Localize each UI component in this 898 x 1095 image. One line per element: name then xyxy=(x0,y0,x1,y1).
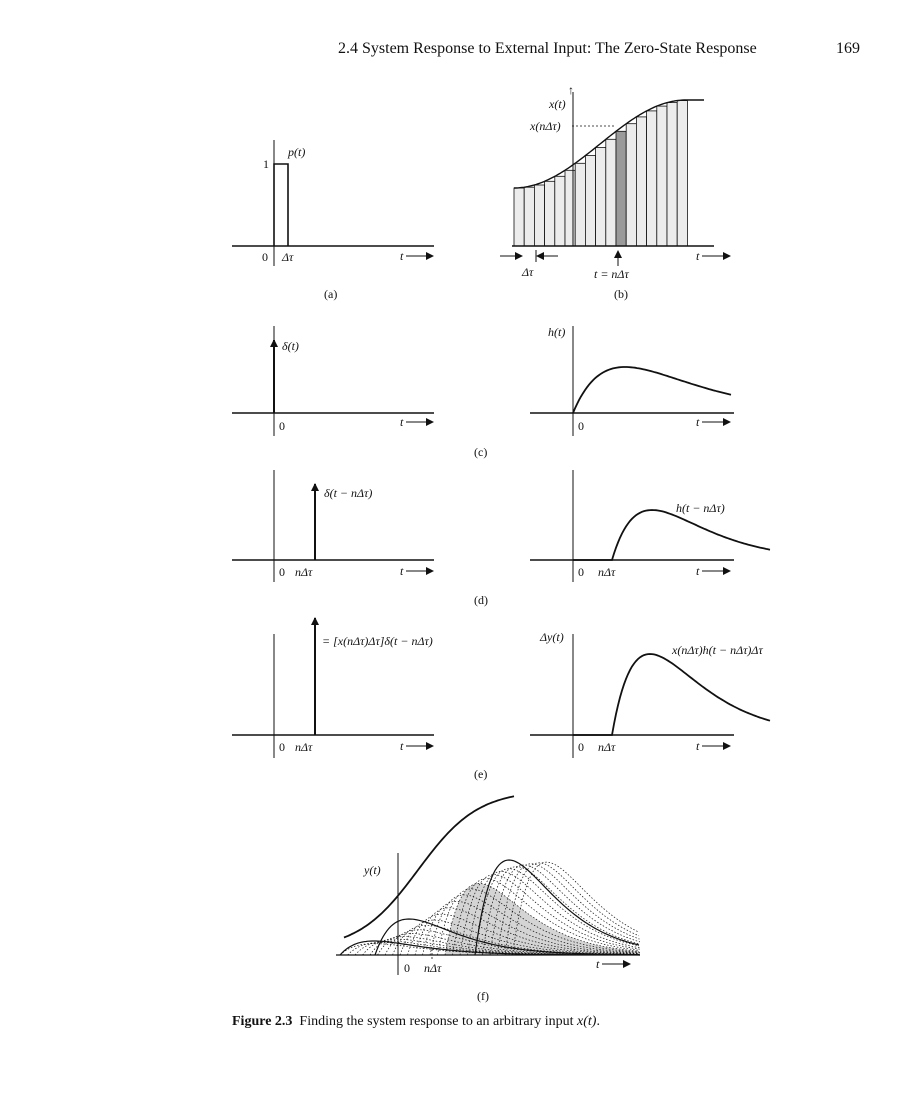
panel-b: ↑ x(t) x(nΔτ) Δτ t = nΔτ t (b) xyxy=(500,83,731,301)
panel-c-left-t-label: t xyxy=(400,415,404,429)
panel-f-dotted-component xyxy=(407,913,640,956)
panel-e: = [x(nΔτ)Δτ]δ(t − nΔτ) 0 nΔτ t Δy(t) x(n… xyxy=(232,617,771,781)
panel-d-impulse-label: δ(t − nΔτ) xyxy=(324,486,372,500)
panel-c: δ(t) 0 t h(t) 0 t (c) xyxy=(232,325,734,459)
panel-e-response-axis-label: Δy(t) xyxy=(539,630,564,644)
panel-f-t-label: t xyxy=(596,957,600,971)
panel-b-signal-arrow: ↑ xyxy=(568,83,574,97)
panel-a-pulse xyxy=(273,163,289,246)
panel-d-shift-left: nΔτ xyxy=(295,565,313,579)
panel-d-origin-right: 0 xyxy=(578,565,584,579)
panel-e-impulse-label: = [x(nΔτ)Δτ]δ(t − nΔτ) xyxy=(322,634,433,648)
panel-f-dotted-component xyxy=(369,936,640,956)
panel-d-origin-left: 0 xyxy=(279,565,285,579)
panel-b-signal-label: x(t) xyxy=(548,97,566,111)
panel-e-response-label: x(nΔτ)h(t − nΔτ)Δτ xyxy=(671,643,763,657)
panel-a-width-label: Δτ xyxy=(281,250,294,264)
panel-f-component-solid-3 xyxy=(474,859,640,956)
panel-b-bar xyxy=(523,186,535,247)
panel-f-dotted-component xyxy=(467,870,640,956)
panel-b-bar xyxy=(636,116,648,247)
panel-a: p(t) 1 0 Δτ t (a) xyxy=(232,140,434,301)
panel-b-t-label: t xyxy=(696,249,700,263)
panel-c-impulse-label: δ(t) xyxy=(282,339,299,353)
panel-d-right-t-label: t xyxy=(696,564,700,578)
panel-e-left-t-label: t xyxy=(400,739,404,753)
panel-b-time-label: t = nΔτ xyxy=(594,267,629,281)
panel-b-label: (b) xyxy=(614,287,628,301)
panel-b-bar xyxy=(554,175,566,247)
panel-f-output-label: y(t) xyxy=(363,863,381,877)
caption-suffix: . xyxy=(596,1014,600,1029)
panel-f-y-curve xyxy=(343,795,515,939)
panel-b-sample-label: x(nΔτ) xyxy=(529,119,561,133)
panel-f-shift-label: nΔτ xyxy=(424,961,442,975)
panel-b-width-label: Δτ xyxy=(521,265,534,279)
panel-b-bar xyxy=(666,102,678,247)
panel-f-label: (f) xyxy=(477,989,489,1003)
panel-c-response-label: h(t) xyxy=(548,325,565,339)
panel-e-shift-left: nΔτ xyxy=(295,740,313,754)
panel-c-right-t-label: t xyxy=(696,415,700,429)
panel-a-pulse-label: p(t) xyxy=(287,145,305,159)
panel-b-bar xyxy=(513,187,525,247)
panel-b-highlight-bar xyxy=(615,130,627,247)
caption-text: Finding the system response to an arbitr… xyxy=(299,1014,578,1029)
panel-d: δ(t − nΔτ) 0 nΔτ t h(t − nΔτ) 0 nΔτ t (d… xyxy=(232,470,771,607)
panel-a-height-label: 1 xyxy=(263,157,269,171)
panel-e-origin-right: 0 xyxy=(578,740,584,754)
running-header: 2.4 System Response to External Input: T… xyxy=(0,40,898,62)
panel-c-label: (c) xyxy=(474,445,487,459)
section-title: 2.4 System Response to External Input: T… xyxy=(338,40,757,57)
panel-e-right-t-label: t xyxy=(696,739,700,753)
panel-c-origin-right: 0 xyxy=(578,419,584,433)
panel-f-dotted-component xyxy=(399,919,640,956)
panel-b-bar xyxy=(646,110,658,247)
panel-b-bar xyxy=(595,147,607,247)
panel-f-dotted-component xyxy=(489,864,640,956)
panel-f-shaded-region xyxy=(445,883,640,955)
panel-f-dotted-component xyxy=(444,883,640,956)
panel-f-dotted-component xyxy=(474,868,640,956)
panel-d-left-t-label: t xyxy=(400,564,404,578)
panel-f: y(t) 0 nΔτ t (f) xyxy=(336,795,640,1003)
panel-a-t-label: t xyxy=(400,249,404,263)
panel-f-dotted-component xyxy=(437,888,640,956)
panel-e-delta-y-curve xyxy=(573,653,771,736)
panel-f-dotted-component xyxy=(452,878,639,956)
panel-b-bar xyxy=(656,105,668,247)
page-number: 169 xyxy=(836,40,860,57)
panel-e-origin-left: 0 xyxy=(279,740,285,754)
panel-b-bar xyxy=(564,169,576,247)
panel-b-bar xyxy=(544,180,556,247)
panel-b-bar xyxy=(676,100,688,247)
panel-f-dotted-component xyxy=(497,863,640,956)
panel-e-label: (e) xyxy=(474,767,487,781)
panel-d-label: (d) xyxy=(474,593,488,607)
panel-f-dotted-component xyxy=(482,866,639,956)
panel-b-bar xyxy=(574,162,586,247)
panel-f-dotted-component xyxy=(422,900,639,956)
panel-b-x-curve xyxy=(514,99,704,189)
panel-a-label: (a) xyxy=(324,287,337,301)
panel-e-shift-right: nΔτ xyxy=(598,740,616,754)
panel-f-component-solid-2 xyxy=(374,918,639,956)
panel-b-bar xyxy=(625,123,637,247)
figure-caption: Figure 2.3 Finding the system response t… xyxy=(232,1014,600,1030)
panel-d-response-label: h(t − nΔτ) xyxy=(676,501,725,515)
panel-f-origin-label: 0 xyxy=(404,961,410,975)
panel-a-origin-label: 0 xyxy=(262,250,268,264)
panel-c-origin-left: 0 xyxy=(279,419,285,433)
caption-symbol: x(t) xyxy=(577,1014,597,1029)
panel-b-bar xyxy=(605,138,617,247)
panel-f-dotted-component xyxy=(512,861,639,956)
panel-f-dotted-component xyxy=(459,874,640,956)
panel-d-shift-right: nΔτ xyxy=(598,565,616,579)
panel-d-h-shifted-curve xyxy=(573,509,771,561)
panel-b-bar xyxy=(585,155,597,247)
caption-prefix: Figure 2.3 xyxy=(232,1014,293,1029)
panel-c-h-curve xyxy=(572,366,732,414)
panel-b-bar xyxy=(534,184,546,247)
